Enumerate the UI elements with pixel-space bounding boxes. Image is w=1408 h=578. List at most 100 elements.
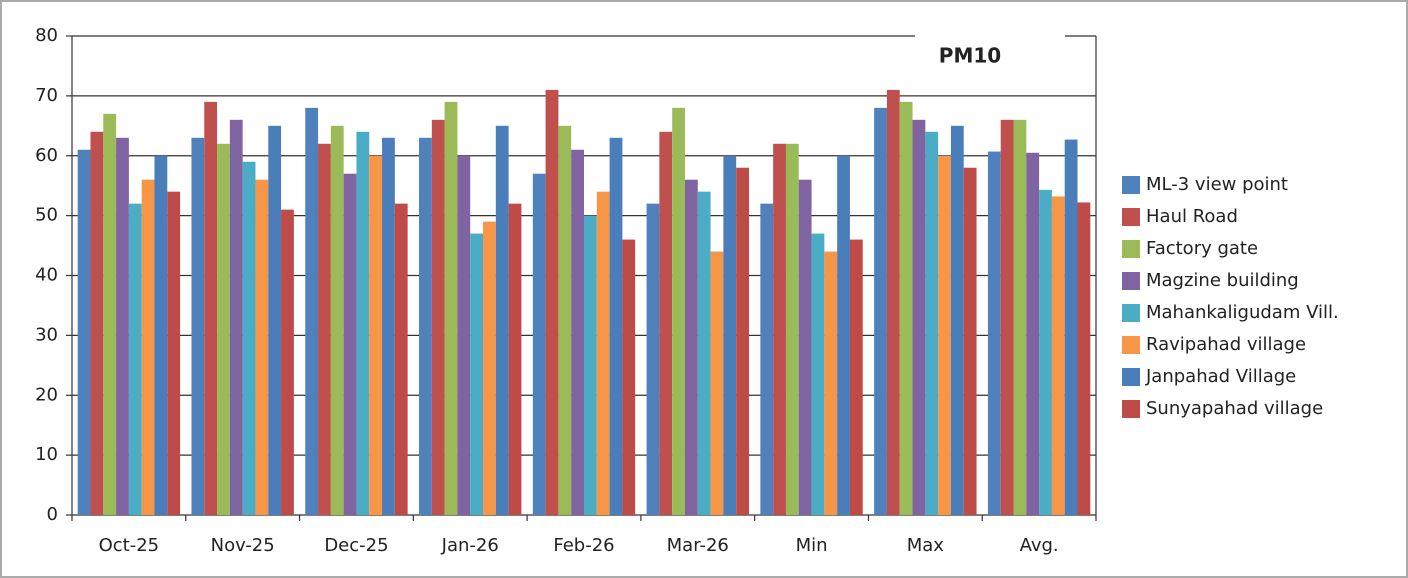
- bar: [963, 167, 977, 515]
- x-tick-label: Avg.: [1020, 535, 1059, 556]
- bar: [723, 155, 737, 515]
- bar: [103, 113, 117, 516]
- x-tick-label: Jan-26: [441, 535, 499, 556]
- bar: [785, 143, 799, 515]
- y-tick-label: 70: [35, 85, 58, 106]
- bar: [609, 137, 623, 515]
- bar: [394, 203, 408, 515]
- bar: [925, 131, 939, 516]
- bar: [128, 203, 142, 515]
- bar: [217, 143, 230, 515]
- bar: [646, 203, 660, 515]
- bar: [837, 155, 850, 515]
- bar: [305, 107, 319, 515]
- legend-label: Sunyapahad village: [1146, 398, 1323, 419]
- bar: [558, 125, 572, 515]
- legend-swatch: [1122, 208, 1140, 226]
- x-tick-label: Nov-25: [211, 535, 275, 556]
- bar: [495, 125, 509, 515]
- y-tick-label: 0: [47, 504, 58, 525]
- bar: [950, 125, 964, 515]
- bar: [431, 119, 445, 515]
- y-tick-label: 30: [35, 324, 58, 345]
- legend-swatch: [1122, 176, 1140, 194]
- legend-swatch: [1122, 240, 1140, 258]
- bar: [584, 215, 597, 515]
- bar: [268, 125, 282, 515]
- bar: [874, 107, 887, 515]
- bar: [824, 251, 838, 516]
- bar: [167, 191, 181, 516]
- bar: [545, 89, 559, 515]
- bar: [1000, 119, 1014, 515]
- bar: [281, 209, 294, 515]
- bar: [672, 107, 685, 515]
- x-tick-label: Min: [796, 535, 828, 556]
- bar: [242, 161, 256, 516]
- y-tick-label: 40: [35, 265, 58, 286]
- bar: [1026, 152, 1040, 515]
- bar: [318, 143, 331, 515]
- bar: [736, 167, 749, 515]
- bar: [596, 191, 610, 516]
- legend-label: Mahankaligudam Vill.: [1146, 302, 1339, 323]
- bar: [811, 233, 825, 515]
- legend-swatch: [1122, 304, 1140, 322]
- legend-label: Magzine building: [1146, 270, 1299, 291]
- title-box: [915, 32, 1065, 82]
- bar: [1077, 202, 1091, 515]
- bar: [457, 155, 471, 515]
- y-tick-label: 10: [35, 444, 58, 465]
- bar: [912, 119, 926, 515]
- bar: [444, 101, 458, 516]
- bar: [330, 125, 344, 515]
- bar: [760, 203, 774, 515]
- x-tick-label: Dec-25: [324, 535, 388, 556]
- bar: [1064, 139, 1078, 516]
- bar: [90, 131, 104, 516]
- bar: [343, 173, 357, 515]
- legend-swatch: [1122, 272, 1140, 290]
- bar: [470, 233, 484, 515]
- bar: [1051, 196, 1065, 515]
- legend-label: ML-3 view point: [1146, 174, 1288, 195]
- legend-swatch: [1122, 368, 1140, 386]
- legend-label: Factory gate: [1146, 238, 1258, 259]
- bar: [508, 203, 522, 515]
- bar: [191, 137, 205, 515]
- bar: [116, 137, 129, 515]
- bar: [710, 251, 724, 516]
- y-tick-label: 20: [35, 384, 58, 405]
- y-tick-label: 80: [35, 25, 58, 46]
- bar: [886, 89, 900, 515]
- bar: [255, 179, 269, 515]
- bar: [622, 239, 636, 515]
- x-tick-label: Feb-26: [553, 535, 614, 556]
- bar: [773, 143, 786, 515]
- x-tick-label: Mar-26: [667, 535, 729, 556]
- legend-label: Ravipahad village: [1146, 334, 1306, 355]
- bar: [684, 179, 698, 515]
- bar: [571, 149, 584, 515]
- bar: [419, 137, 432, 515]
- bar: [483, 221, 496, 516]
- bar: [849, 239, 863, 515]
- bar: [204, 101, 218, 516]
- bar: [77, 149, 91, 515]
- bar: [1013, 119, 1027, 515]
- bar: [369, 155, 383, 515]
- bar: [141, 179, 155, 515]
- bar: [1039, 189, 1052, 515]
- bar: [532, 173, 546, 515]
- bar: [356, 131, 370, 516]
- legend-label: Haul Road: [1146, 206, 1238, 227]
- bar: [229, 119, 243, 515]
- bar: [697, 191, 711, 516]
- legend-label: Janpahad Village: [1145, 366, 1296, 387]
- x-tick-label: Max: [907, 535, 945, 556]
- plot-area: 0 10 20 30 40 50 60 70 80 Oct-25 Nov-25 Dec-25 Jan-2…: [35, 25, 1339, 556]
- legend-swatch: [1122, 336, 1140, 354]
- y-tick-label: 60: [35, 145, 58, 166]
- chart-title: PM10: [939, 44, 1001, 68]
